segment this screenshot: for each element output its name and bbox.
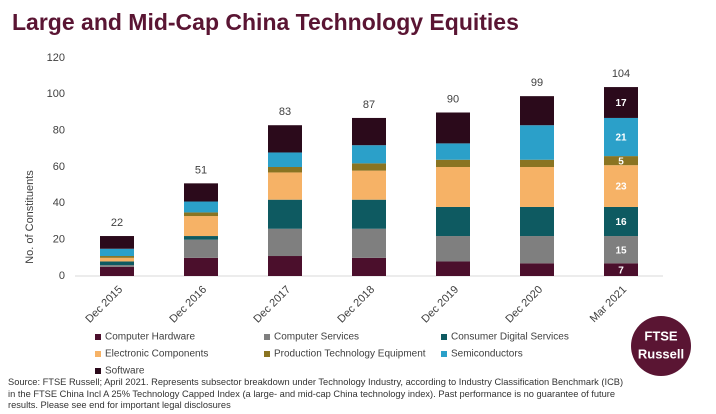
bar-segment	[436, 167, 470, 207]
bar-segment	[520, 167, 554, 207]
y-tick-label: 40	[53, 197, 65, 209]
bar-segment	[352, 228, 386, 258]
bar-segment	[604, 263, 638, 276]
x-tick-label: Dec 2019	[419, 284, 461, 326]
bar-segment	[268, 125, 302, 153]
x-tick-label: Dec 2017	[251, 284, 293, 326]
bar-segment	[184, 183, 218, 202]
bar-segment	[604, 206, 638, 237]
data-label: 5	[618, 156, 624, 167]
bar-segment	[100, 236, 134, 249]
logo	[631, 316, 691, 376]
legend-label: Software	[105, 366, 145, 377]
bar-segment	[100, 257, 134, 262]
x-tick-label: Dec 2020	[503, 284, 545, 326]
legend-swatch	[441, 334, 447, 340]
bar-segment	[604, 117, 638, 157]
data-label: 17	[615, 98, 627, 109]
legend-label: Electronic Components	[105, 349, 208, 360]
bar-segment	[520, 159, 554, 167]
data-label: 15	[615, 245, 627, 256]
bar-segment	[268, 256, 302, 276]
data-label: 16	[615, 217, 627, 228]
legend-swatch	[441, 351, 447, 357]
total-label: 51	[195, 164, 207, 176]
bar-segment	[184, 201, 218, 213]
bar-segment	[352, 170, 386, 200]
bar-segment	[352, 199, 386, 229]
bar-segment	[604, 156, 638, 166]
legend-swatch	[264, 351, 270, 357]
bar-segment	[184, 212, 218, 217]
bar-segment	[436, 112, 470, 144]
logo-text: Russell	[638, 346, 684, 361]
y-tick-label: 0	[59, 270, 65, 282]
bar-segment	[520, 206, 554, 237]
bar-segment	[520, 125, 554, 160]
bar-segment	[520, 96, 554, 126]
legend-swatch	[95, 334, 101, 340]
logo-text: FTSE	[644, 328, 678, 343]
bar-segment	[184, 216, 218, 237]
data-label: 23	[615, 182, 627, 193]
bar-segment	[184, 257, 218, 276]
bar-segment	[436, 206, 470, 237]
total-label: 90	[447, 93, 459, 105]
y-tick-label: 80	[53, 125, 65, 137]
bar-segment	[268, 172, 302, 200]
bar-segment	[520, 236, 554, 264]
chart-title: Large and Mid-Cap China Technology Equit…	[12, 9, 519, 35]
bar-segment	[436, 143, 470, 160]
y-tick-label: 100	[47, 88, 65, 100]
legend-swatch	[95, 368, 101, 374]
source-note: Source: FTSE Russell; April 2021. Repres…	[8, 377, 624, 410]
legend-label: Semiconductors	[451, 349, 523, 360]
total-label: 104	[612, 68, 630, 80]
bar-segment	[100, 256, 134, 258]
y-axis-label: No. of Constituents	[24, 170, 36, 264]
bar-segment	[520, 263, 554, 276]
x-tick-label: Dec 2018	[335, 284, 377, 326]
total-label: 87	[363, 99, 375, 111]
bar-segment	[604, 236, 638, 264]
bar-segment	[352, 117, 386, 146]
data-label: 21	[615, 133, 627, 144]
bar-segment	[604, 165, 638, 207]
y-tick-label: 60	[53, 161, 65, 173]
legend-swatch	[95, 351, 101, 357]
legend-swatch	[264, 334, 270, 340]
y-tick-label: 120	[47, 52, 65, 64]
y-tick-label: 20	[53, 234, 65, 246]
total-label: 83	[279, 106, 291, 118]
legend-label: Computer Services	[274, 332, 359, 343]
bar-segment	[352, 257, 386, 276]
total-label: 99	[531, 77, 543, 89]
bar-segment	[436, 236, 470, 262]
bar-segment	[604, 87, 638, 118]
x-tick-label: Mar 2021	[588, 284, 629, 325]
bar-segment	[352, 145, 386, 164]
bar-segment	[184, 239, 218, 258]
total-label: 22	[111, 217, 123, 229]
bar-segment	[352, 163, 386, 171]
x-tick-label: Dec 2015	[83, 284, 125, 326]
bar-segment	[100, 261, 134, 266]
bar-segment	[268, 199, 302, 229]
bar-segment	[100, 265, 134, 267]
legend-label: Consumer Digital Services	[451, 332, 569, 343]
bar-segment	[268, 228, 302, 257]
legend-label: Production Technology Equipment	[274, 349, 426, 360]
x-tick-label: Dec 2016	[167, 284, 209, 326]
bar-segment	[436, 261, 470, 276]
bar-segment	[100, 266, 134, 276]
legend-label: Computer Hardware	[105, 332, 195, 343]
bar-segment	[184, 236, 218, 240]
bar-segment	[100, 248, 134, 257]
bar-segment	[436, 159, 470, 167]
data-label: 7	[618, 265, 624, 276]
bar-segment	[268, 152, 302, 167]
bar-segment	[268, 167, 302, 173]
